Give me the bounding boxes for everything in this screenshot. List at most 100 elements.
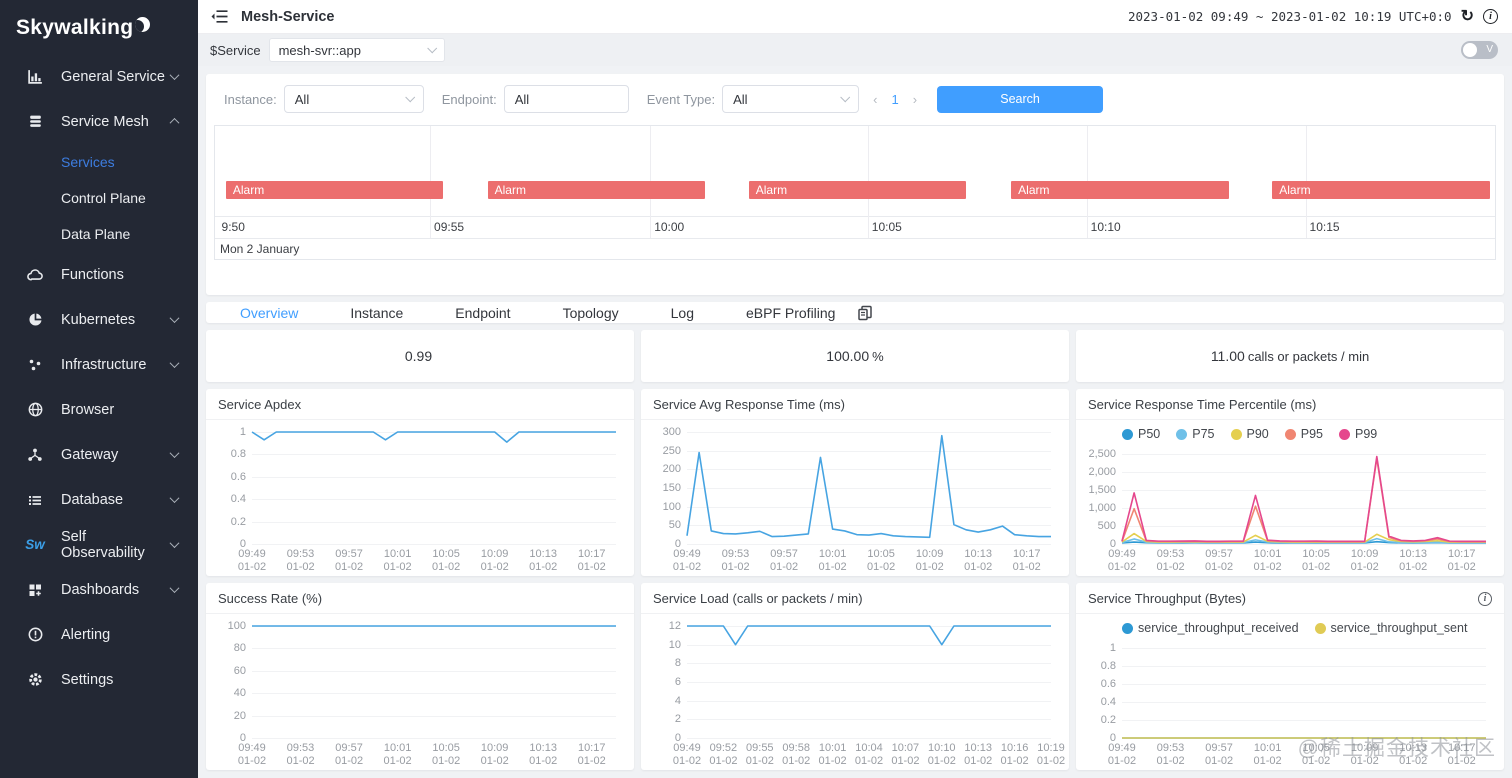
service-select[interactable]: mesh-svr::app [268, 38, 445, 62]
sidebar-subitem-label: Services [61, 154, 115, 170]
x-axis-date: 01-02 [964, 755, 993, 767]
sidebar-item-settings[interactable]: Settings [0, 657, 198, 702]
sidebar-subitem-services[interactable]: Services [0, 144, 198, 180]
alarm-bar[interactable]: Alarm [1011, 181, 1229, 199]
charts-row-2: Success Rate (%) 100 80 60 40 20 0 09:49 01-02 0… [206, 583, 1504, 770]
x-axis-date: 01-02 [334, 755, 364, 767]
legend-item[interactable]: service_throughput_sent [1314, 621, 1467, 635]
x-axis-time: 09:57 [770, 548, 798, 560]
sidebar-item-kubernetes[interactable]: Kubernetes [0, 297, 198, 342]
y-axis-label: 0 [239, 538, 246, 550]
chevron-down-icon [169, 313, 180, 324]
x-axis-time: 10:05 [432, 548, 460, 560]
tab-log[interactable]: Log [670, 304, 694, 321]
chart-plot [1122, 454, 1486, 544]
gridline [1122, 648, 1486, 649]
y-axis-label: 2,000 [1088, 466, 1116, 478]
x-axis-label: 09:49 01-02 [1108, 742, 1136, 768]
x-axis-date: 01-02 [964, 561, 993, 573]
x-axis-date: 01-02 [867, 561, 896, 573]
endpoint-filter-label: Endpoint: [441, 91, 497, 107]
sidebar-item-general-service[interactable]: General Service [0, 54, 198, 99]
alarm-bar[interactable]: Alarm [1272, 181, 1490, 199]
avg-response-time-chart-card: Service Avg Response Time (ms) 300 250 200… [641, 389, 1069, 576]
refresh-icon[interactable]: ↻ [1460, 7, 1474, 25]
legend-item[interactable]: P50 [1122, 427, 1160, 441]
legend-label: P90 [1246, 427, 1269, 441]
tab-topology[interactable]: Topology [562, 304, 619, 321]
sidebar-collapse-icon[interactable] [210, 9, 229, 24]
sidebar-item-database[interactable]: Database [0, 477, 198, 522]
x-axis-label: 10:05 01-02 [1302, 742, 1330, 768]
x-axis-time: 10:17 [1447, 742, 1476, 754]
tab-endpoint[interactable]: Endpoint [455, 304, 511, 321]
legend-label: service_throughput_received [1138, 621, 1299, 635]
x-axis-label: 10:04 01-02 [855, 742, 883, 768]
logo[interactable]: Skywalking [0, 0, 198, 54]
gridline [687, 506, 1051, 508]
x-axis-date: 01-02 [480, 755, 509, 767]
y-axis-label: 150 [662, 482, 681, 494]
x-axis-label: 09:57 01-02 [1205, 742, 1233, 768]
copy-icon[interactable] [857, 305, 873, 321]
legend-item[interactable]: P75 [1176, 427, 1215, 441]
sidebar-item-browser[interactable]: Browser [0, 387, 198, 432]
x-axis-date: 01-02 [818, 561, 847, 573]
sidebar-item-functions[interactable]: Functions [0, 252, 198, 297]
sidebar-item-self-observability[interactable]: Sw Self Observability [0, 522, 198, 567]
alarm-bar[interactable]: Alarm [487, 181, 706, 199]
y-axis-label: 4 [674, 694, 681, 707]
gridline [1122, 702, 1486, 703]
next-page-button[interactable]: › [912, 91, 918, 107]
x-axis-time: 09:49 [673, 742, 701, 754]
x-axis-label: 10:01 01-02 [819, 548, 847, 574]
tab-overview[interactable]: Overview [240, 304, 299, 321]
gridline [687, 544, 1051, 545]
legend-dot [1284, 428, 1296, 440]
sidebar-item-dashboards[interactable]: Dashboards [0, 567, 198, 612]
legend-dot [1176, 428, 1188, 440]
chart-plot [252, 432, 616, 544]
sidebar-item-service-mesh[interactable]: Service Mesh [0, 99, 198, 144]
endpoint-input[interactable]: All [503, 85, 629, 113]
time-range-picker[interactable]: 2023-01-02 09:49 ~ 2023-01-02 10:19 UTC+… [1127, 9, 1452, 24]
legend-item[interactable]: P99 [1339, 427, 1377, 441]
chevron-down-icon [169, 448, 180, 459]
legend-dot [1122, 622, 1133, 634]
alarm-bar[interactable]: Alarm [748, 181, 967, 199]
instance-select[interactable]: All [283, 85, 424, 113]
search-button[interactable]: Search [937, 85, 1104, 113]
alarm-bar[interactable]: Alarm [225, 181, 444, 199]
legend-item[interactable]: service_throughput_received [1122, 621, 1299, 635]
skywalking-sw-icon: Sw [25, 537, 45, 552]
x-axis-date: 01-02 [383, 561, 412, 573]
sidebar-subitem-control-plane[interactable]: Control Plane [0, 180, 198, 216]
x-axis-time: 09:57 [1205, 742, 1233, 754]
sidebar-item-alerting[interactable]: Alerting [0, 612, 198, 657]
sidebar-item-gateway[interactable]: Gateway [0, 432, 198, 477]
response-time-percentile-chart-card: Service Response Time Percentile (ms) P5… [1076, 389, 1504, 576]
sidebar-item-infrastructure[interactable]: Infrastructure [0, 342, 198, 387]
prev-page-button[interactable]: ‹ [873, 91, 878, 107]
x-axis-time: 10:17 [577, 742, 606, 754]
legend-item[interactable]: P90 [1230, 427, 1269, 441]
x-axis-label: 09:57 01-02 [1205, 548, 1233, 574]
legend-item[interactable]: P95 [1284, 427, 1323, 441]
current-page[interactable]: 1 [891, 91, 899, 107]
sidebar-subitem-data-plane[interactable]: Data Plane [0, 216, 198, 252]
tab-ebpf-profiling[interactable]: eBPF Profiling [745, 304, 836, 321]
view-toggle[interactable]: V [1461, 41, 1498, 59]
gear-icon [26, 671, 44, 689]
x-axis-time: 10:13 [964, 742, 992, 754]
info-icon[interactable]: i [1478, 591, 1492, 606]
tab-instance[interactable]: Instance [350, 304, 404, 321]
x-axis-label: 09:52 01-02 [709, 742, 737, 768]
gridline [687, 525, 1051, 527]
x-axis-label: 10:13 01-02 [529, 742, 557, 768]
x-axis-date: 01-02 [383, 755, 412, 767]
metric-unit: calls or packets / min [1247, 348, 1370, 364]
sidebar-item-label: Database [61, 491, 124, 508]
event-type-select[interactable]: All [722, 85, 860, 113]
info-icon[interactable]: i [1483, 9, 1498, 24]
x-axis-time: 09:49 [238, 548, 266, 560]
